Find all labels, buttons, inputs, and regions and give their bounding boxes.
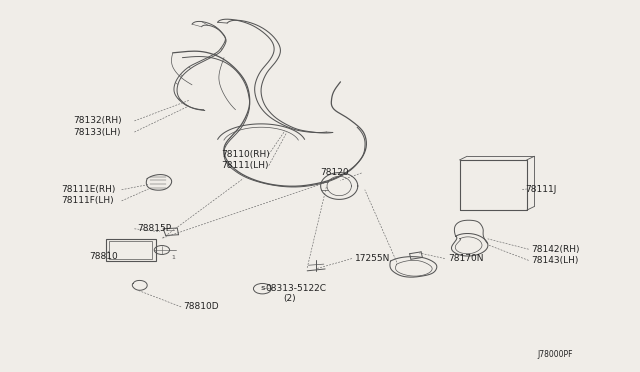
Text: 78142(RH): 78142(RH) xyxy=(531,245,580,254)
Text: 78170N: 78170N xyxy=(448,254,483,263)
Text: 78133(LH): 78133(LH) xyxy=(74,128,121,137)
Text: 78810D: 78810D xyxy=(184,302,220,311)
Text: 78132(RH): 78132(RH) xyxy=(74,116,122,125)
Text: J78000PF: J78000PF xyxy=(538,350,573,359)
Text: 78110(RH): 78110(RH) xyxy=(221,150,269,159)
Text: 08313-5122C: 08313-5122C xyxy=(266,284,326,293)
Text: (2): (2) xyxy=(284,294,296,303)
Text: 78111F(LH): 78111F(LH) xyxy=(61,196,113,205)
Text: S: S xyxy=(260,286,265,291)
Text: 78143(LH): 78143(LH) xyxy=(531,256,579,265)
Text: 78120: 78120 xyxy=(320,169,349,177)
Text: 78810: 78810 xyxy=(90,252,118,261)
Text: 78111(LH): 78111(LH) xyxy=(221,161,268,170)
Text: 17255N: 17255N xyxy=(355,254,390,263)
Bar xyxy=(109,241,152,259)
Text: 78815P: 78815P xyxy=(138,224,172,233)
Text: 78111E(RH): 78111E(RH) xyxy=(61,185,115,194)
Text: 78111J: 78111J xyxy=(525,185,556,194)
Bar xyxy=(106,239,156,261)
Text: 1: 1 xyxy=(172,255,175,260)
